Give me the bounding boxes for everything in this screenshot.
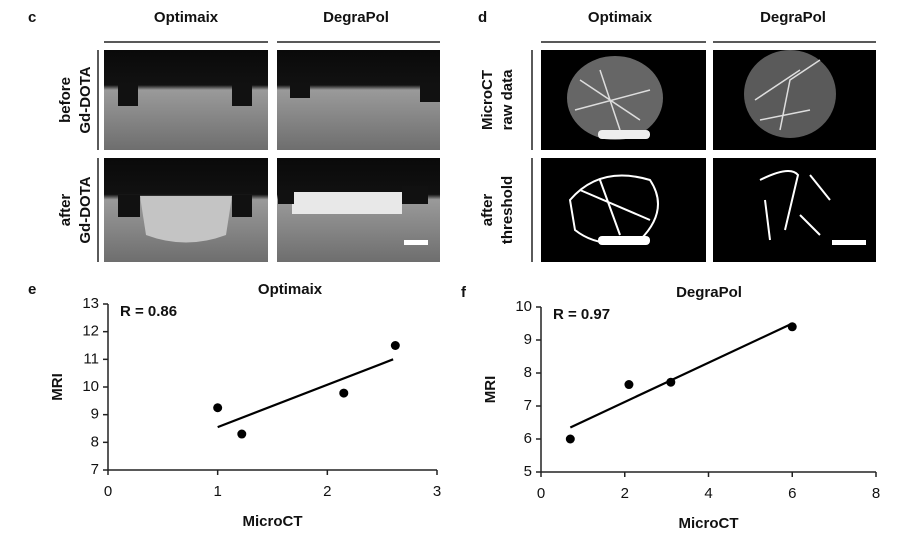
column-header: Optimaix (154, 9, 219, 26)
x-tick-label: 2 (621, 485, 629, 502)
x-tick-label: 3 (433, 483, 441, 500)
y-tick-label: 7 (91, 461, 99, 478)
y-tick-label: 13 (82, 295, 99, 312)
y-tick-label: 9 (91, 406, 99, 423)
y-tick-label: 5 (524, 463, 532, 480)
y-tick-label: 10 (515, 298, 532, 315)
x-tick-label: 6 (788, 485, 796, 502)
y-tick-label: 11 (83, 350, 99, 367)
row-label: threshold (499, 176, 516, 244)
data-point (339, 388, 349, 398)
data-point (787, 322, 797, 332)
column-header: DegraPol (760, 9, 826, 26)
data-point (624, 380, 634, 390)
panel-letter: e (28, 281, 36, 298)
panel-letter: f (461, 284, 467, 301)
column-header: DegraPol (323, 9, 389, 26)
row-label: after (57, 194, 74, 227)
mri-image (104, 50, 440, 262)
row-label: Gd-DOTA (77, 176, 94, 243)
x-tick-label: 1 (213, 483, 221, 500)
x-tick-label: 4 (704, 485, 712, 502)
row-label: Gd-DOTA (77, 66, 94, 133)
data-point (237, 429, 247, 439)
y-tick-label: 12 (82, 323, 99, 340)
x-tick-label: 0 (537, 485, 545, 502)
panel-c: c Optimaix DegraPol before Gd-DOTA after… (28, 9, 440, 262)
x-tick-label: 0 (104, 483, 112, 500)
panel-d: d Optimaix DegraPol MicroCT raw data aft… (478, 9, 876, 262)
row-label: raw data (499, 69, 516, 131)
annotation: R = 0.86 (120, 303, 177, 320)
microct-image (541, 50, 876, 262)
y-tick-label: 8 (91, 433, 99, 450)
panel-letter: c (28, 9, 36, 26)
y-axis-label: MRI (49, 373, 66, 401)
panel-letter: d (478, 9, 487, 26)
y-tick-label: 10 (82, 378, 99, 395)
y-tick-label: 7 (524, 397, 532, 414)
row-label: MicroCT (479, 70, 496, 130)
fit-line (569, 322, 793, 429)
y-tick-label: 8 (524, 364, 532, 381)
column-header: Optimaix (588, 9, 653, 26)
row-label: after (479, 194, 496, 227)
fit-line (217, 358, 394, 429)
x-axis-label: MicroCT (243, 513, 303, 530)
data-point (565, 434, 575, 444)
x-axis-label: MicroCT (679, 515, 739, 532)
data-point (390, 341, 400, 350)
y-tick-label: 6 (524, 430, 532, 447)
y-tick-label: 9 (524, 331, 532, 348)
chart-title: DegraPol (676, 284, 742, 301)
row-label: before (57, 77, 74, 123)
annotation: R = 0.97 (553, 306, 610, 323)
x-tick-label: 8 (872, 485, 880, 502)
x-tick-label: 2 (323, 483, 331, 500)
y-axis-label: MRI (482, 376, 499, 404)
chart-title: Optimaix (258, 281, 323, 298)
data-point (666, 377, 676, 387)
data-point (213, 403, 223, 413)
